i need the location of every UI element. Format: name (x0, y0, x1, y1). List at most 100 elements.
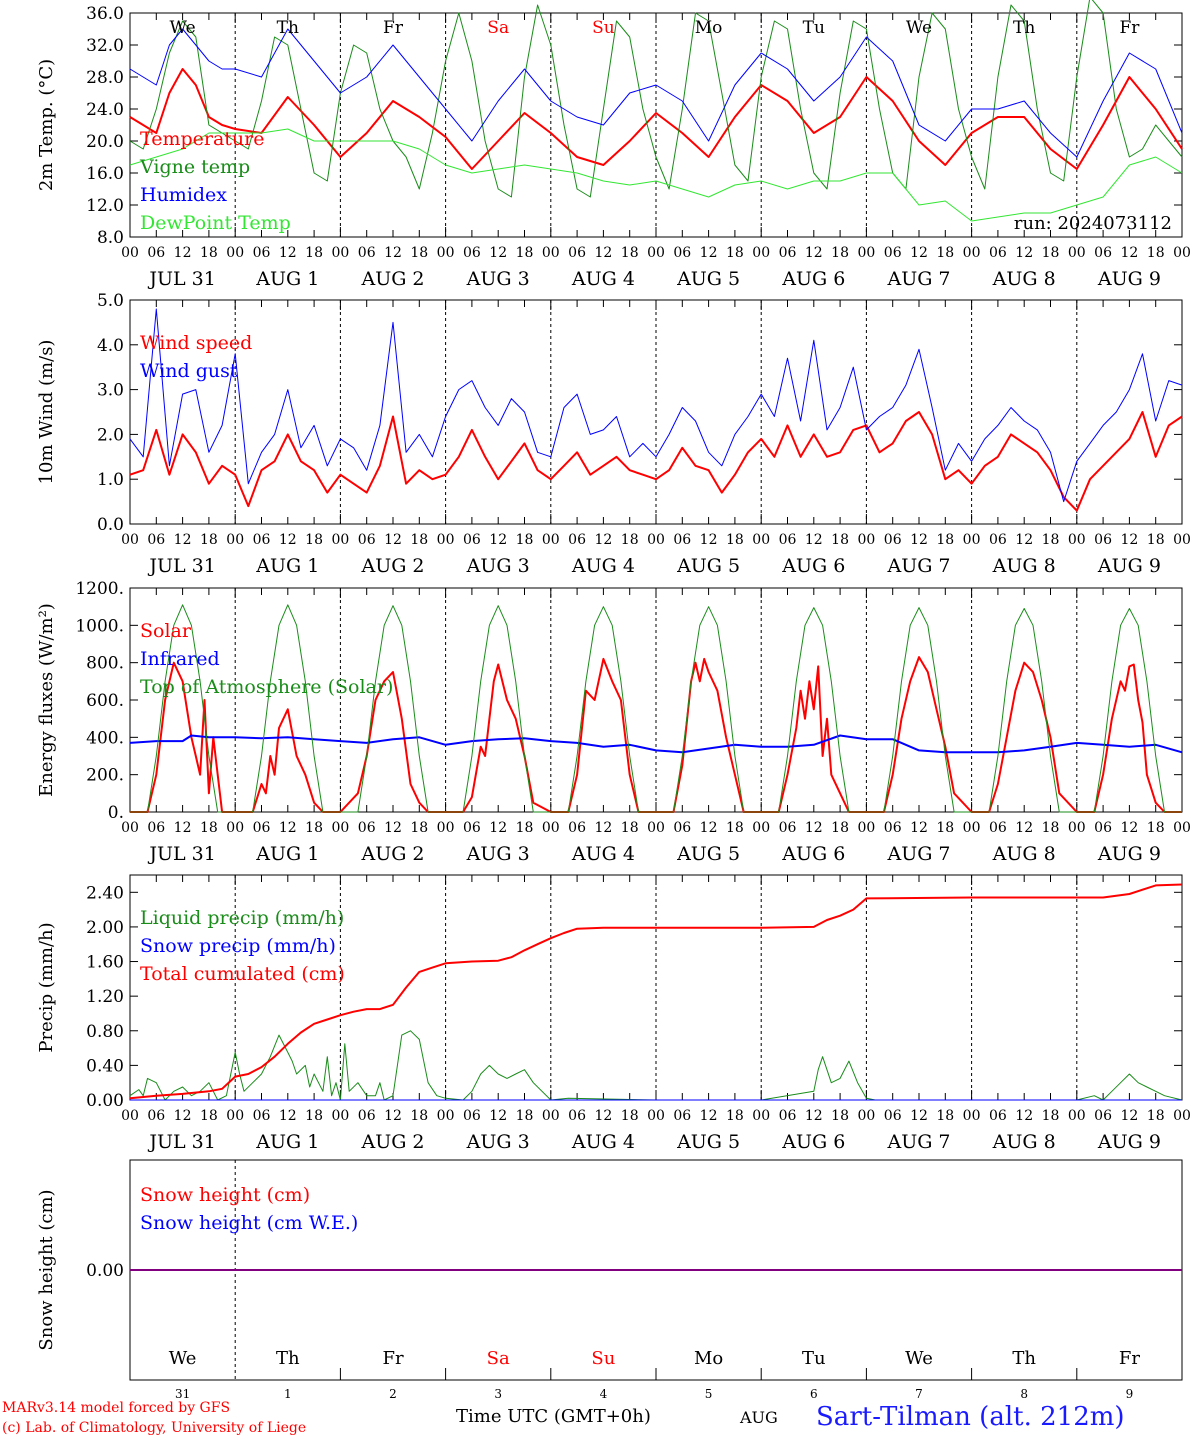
hour-label: 18 (305, 1108, 323, 1124)
day-number-label: 31 (175, 1387, 190, 1401)
station-label: Sart-Tilman (alt. 212m) (816, 1402, 1125, 1432)
wind-frame (129, 299, 1183, 525)
hour-label: 00 (1173, 245, 1191, 261)
hour-label: 00 (121, 1108, 139, 1124)
temp-ytick-label: 16.0 (86, 164, 124, 184)
hour-label: 18 (200, 820, 218, 836)
hour-label: 00 (542, 820, 560, 836)
series-line-vigne-temp (129, 0, 1183, 198)
hour-label: 00 (437, 820, 455, 836)
hour-label: 12 (174, 245, 192, 261)
date-label: JUL 31 (147, 1131, 215, 1153)
hour-label: 06 (673, 820, 691, 836)
hour-label: 18 (410, 245, 428, 261)
legend-total-cumulated-cm-: Total cumulated (cm) (140, 963, 345, 985)
date-label: AUG 2 (360, 843, 424, 865)
hour-label: 06 (358, 820, 376, 836)
series-line-humidex (129, 28, 1183, 158)
date-label: AUG 9 (1097, 268, 1161, 290)
hour-label: 12 (594, 245, 612, 261)
hour-label: 18 (831, 245, 849, 261)
precip-ytick-label: 0.00 (86, 1091, 124, 1111)
hour-label: 18 (726, 532, 744, 548)
date-label: AUG 7 (886, 555, 950, 577)
hour-label: 12 (910, 245, 928, 261)
date-label: AUG 9 (1097, 555, 1161, 577)
legend-snow-height-cm-: Snow height (cm) (140, 1184, 310, 1206)
temp-ytick-label: 20.0 (86, 132, 124, 152)
hour-label: 18 (200, 532, 218, 548)
hour-label: 00 (331, 245, 349, 261)
hour-label: 00 (437, 532, 455, 548)
hour-label: 00 (752, 820, 770, 836)
hour-label: 12 (1015, 1108, 1033, 1124)
hour-label: 06 (568, 532, 586, 548)
hour-label: 00 (437, 245, 455, 261)
hour-label: 00 (857, 820, 875, 836)
hour-label: 18 (200, 1108, 218, 1124)
hour-label: 00 (331, 532, 349, 548)
hour-label: 06 (673, 1108, 691, 1124)
hour-label: 00 (542, 532, 560, 548)
temp-ylabel: 2m Temp. (°C) (36, 59, 57, 191)
hour-label: 12 (805, 1108, 823, 1124)
time-axis-label: Time UTC (GMT+0h) (456, 1406, 651, 1427)
legend-dewpoint-temp: DewPoint Temp (140, 212, 291, 234)
hour-label: 00 (542, 1108, 560, 1124)
hour-label: 18 (516, 1108, 534, 1124)
precip-ytick-label: 1.20 (86, 987, 124, 1007)
temp-ytick-label: 32.0 (86, 36, 124, 56)
weekday-label: Th (1013, 18, 1035, 38)
hour-label: 00 (1173, 1108, 1191, 1124)
legend-wind-speed: Wind speed (140, 332, 252, 354)
hour-label: 12 (279, 820, 297, 836)
wind-ytick-label: 4.0 (97, 336, 124, 356)
hour-label: 12 (174, 820, 192, 836)
legend-snow-precip-mm-h-: Snow precip (mm/h) (140, 935, 336, 957)
hour-label: 06 (1094, 532, 1112, 548)
hour-label: 00 (647, 820, 665, 836)
hour-label: 12 (1015, 820, 1033, 836)
hour-label: 18 (305, 820, 323, 836)
hour-label: 18 (410, 1108, 428, 1124)
date-label: JUL 31 (147, 843, 215, 865)
weekday-label: We (905, 1348, 933, 1369)
series-line-infrared (129, 734, 1183, 754)
hour-label: 18 (305, 532, 323, 548)
day-number-label: 5 (705, 1387, 713, 1401)
weekday-label: Sa (487, 1348, 510, 1369)
date-label: AUG 5 (676, 268, 740, 290)
hour-label: 06 (673, 532, 691, 548)
hour-label: 00 (121, 245, 139, 261)
hour-label: 06 (147, 245, 165, 261)
hour-label: 12 (700, 820, 718, 836)
hour-label: 06 (1094, 245, 1112, 261)
run-annotation: run: 2024073112 (1014, 213, 1172, 234)
temp-ytick-label: 24.0 (86, 100, 124, 120)
hour-label: 12 (1015, 532, 1033, 548)
hour-label: 12 (1120, 1108, 1138, 1124)
hour-label: 00 (857, 1108, 875, 1124)
hour-label: 12 (910, 820, 928, 836)
date-label: AUG 1 (255, 268, 319, 290)
hour-label: 06 (989, 532, 1007, 548)
hour-label: 18 (1042, 245, 1060, 261)
hour-label: 00 (963, 820, 981, 836)
hour-label: 12 (805, 532, 823, 548)
day-number-label: 7 (915, 1387, 923, 1401)
hour-label: 00 (647, 1108, 665, 1124)
date-label: AUG 8 (992, 268, 1056, 290)
hour-label: 00 (1068, 1108, 1086, 1124)
hour-label: 06 (358, 1108, 376, 1124)
hour-label: 18 (831, 532, 849, 548)
hour-label: 06 (884, 245, 902, 261)
hour-label: 06 (358, 245, 376, 261)
date-label: AUG 6 (781, 843, 845, 865)
hour-label: 12 (910, 1108, 928, 1124)
day-number-label: 6 (810, 1387, 818, 1401)
weekday-label: Fr (1119, 18, 1140, 38)
hour-label: 12 (1015, 245, 1033, 261)
hour-label: 06 (779, 1108, 797, 1124)
date-label: AUG 9 (1097, 843, 1161, 865)
